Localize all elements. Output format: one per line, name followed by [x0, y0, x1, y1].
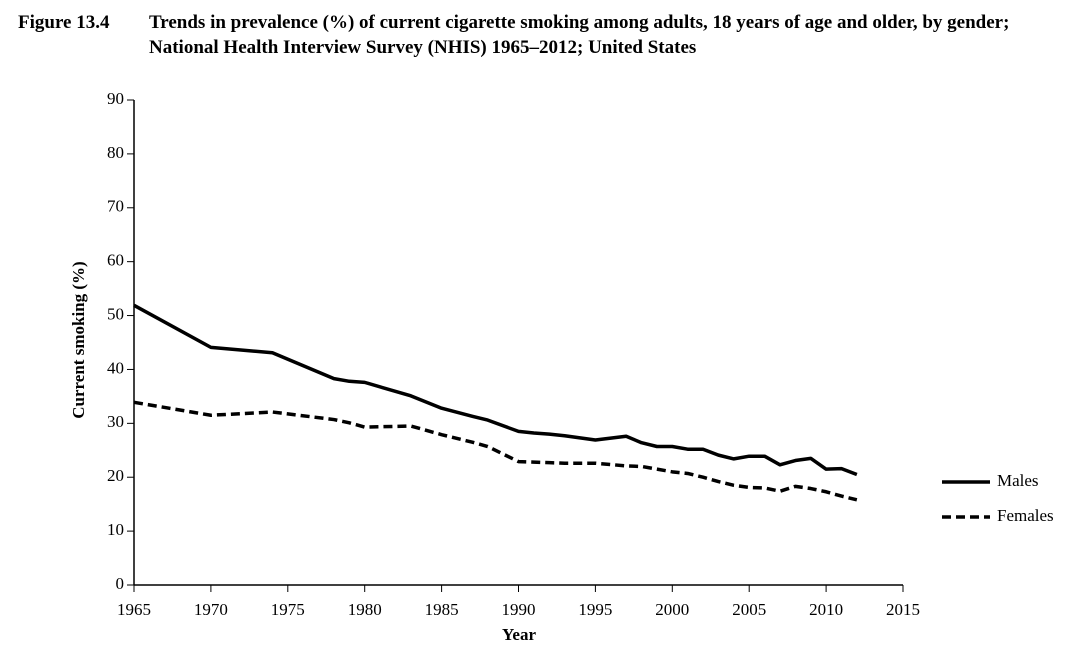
y-axis-label: Current smoking (%) — [69, 261, 88, 418]
x-axis-label: Year — [502, 625, 536, 644]
y-tick-label: 90 — [107, 89, 124, 108]
y-tick-label: 70 — [107, 197, 124, 216]
series-line — [133, 400, 858, 502]
y-tick-label: 0 — [116, 574, 125, 593]
x-tick-label: 1995 — [578, 600, 612, 619]
y-tick-label: 50 — [107, 304, 124, 323]
y-tick-label: 10 — [107, 520, 124, 539]
legend-label: Males — [997, 471, 1039, 490]
x-tick-label: 2010 — [809, 600, 843, 619]
x-tick-label: 1965 — [117, 600, 151, 619]
legend-label: Females — [997, 506, 1054, 525]
x-tick-label: 1980 — [348, 600, 382, 619]
figure-label: Figure 13.4 — [18, 12, 110, 33]
chart-title: Trends in prevalence (%) of current ciga… — [149, 12, 1010, 58]
series-line — [133, 303, 858, 477]
x-tick-label: 1990 — [502, 600, 536, 619]
x-tick-label: 1970 — [194, 600, 228, 619]
x-tick-label: 1985 — [425, 600, 459, 619]
x-tick-label: 1975 — [271, 600, 305, 619]
y-tick-label: 20 — [107, 466, 124, 485]
y-tick-label: 80 — [107, 143, 124, 162]
x-tick-label: 2000 — [655, 600, 689, 619]
y-tick-label: 30 — [107, 412, 124, 431]
x-tick-label: 2015 — [886, 600, 920, 619]
y-tick-label: 40 — [107, 358, 124, 377]
x-tick-label: 2005 — [732, 600, 766, 619]
y-tick-label: 60 — [107, 251, 124, 270]
header: Figure 13.4 Trends in prevalence (%) of … — [18, 10, 1078, 60]
